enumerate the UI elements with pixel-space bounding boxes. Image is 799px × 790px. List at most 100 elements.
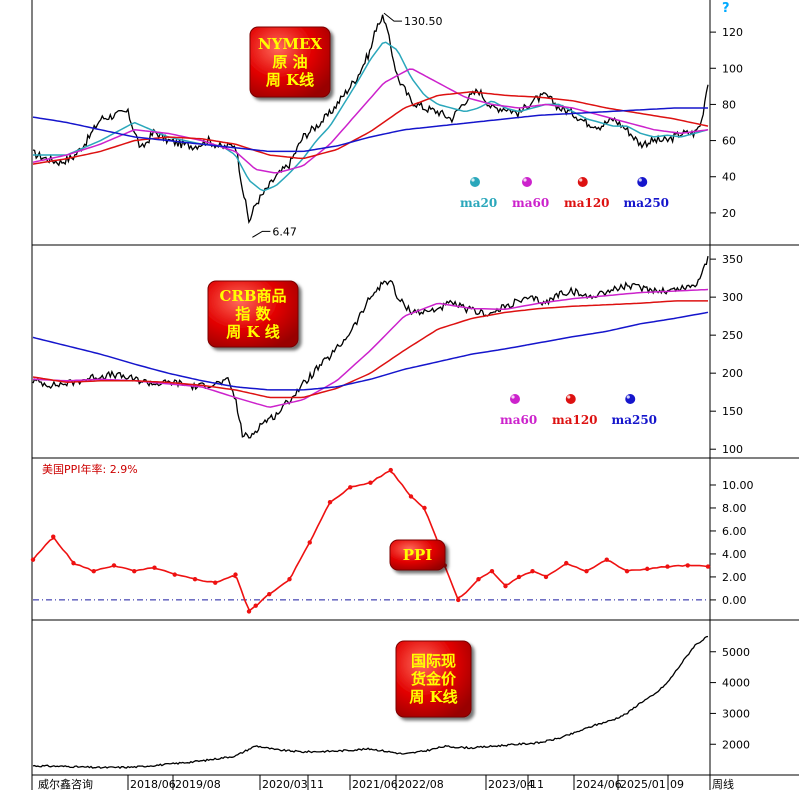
series-line-ma60 [32,288,709,408]
legend-marker-ma20 [470,177,480,187]
badge-ppi: PPI [389,539,446,571]
legend-marker-shine [579,178,583,182]
ppi-point [530,568,535,574]
series-line-ma60 [32,68,709,174]
ppi-point [132,568,137,574]
badge-line: 原 油 [272,53,307,71]
vendor-label: 威尔鑫咨询 [38,777,93,790]
x-tick-label: 周线 [712,777,734,790]
ppi-point [307,540,312,545]
panel-ppi: 0.00 2.00 4.00 6.00 8.00 10.00 美国PPI年率: 2.9% PP… [30,462,754,614]
question-mark-icon[interactable]: ? [722,1,730,16]
y-tick-label: 10.00 [722,479,754,492]
legend-marker-shine [511,395,515,399]
badge-line: 国际现 [411,652,456,670]
ppi-point [51,534,56,539]
ppi-point [665,564,670,569]
y-tick-label: 5000 [722,646,750,659]
badge-box [395,640,472,718]
legend-label-ma60: ma60 [500,413,537,427]
ppi-point [645,566,650,572]
ppi-point [71,560,76,566]
ppi-point [348,485,353,490]
y-tick-label: 6.00 [722,525,747,538]
y-tick-label: 100 [722,443,743,456]
annotation-label: 130.50 [404,15,443,28]
ppi-point [685,563,690,568]
ppi-point [422,505,427,511]
y-tick-label: 350 [722,253,743,266]
series-line-gold [32,635,709,769]
ppi-point [456,597,461,603]
x-tick-label: 2021/06 [352,778,398,790]
legend-label-ma20: ma20 [460,196,497,210]
y-tick-label: 100 [722,62,743,75]
legend-marker-ma250 [637,177,648,187]
x-tick-label: 2025/01 [620,778,666,790]
badge-line: NYMEX [258,35,322,53]
ppi-point [287,577,292,582]
y-tick-label: 200 [722,367,743,380]
y-tick-label: 2000 [722,738,750,751]
ppi-point [476,577,481,582]
legend-label-ma250: ma250 [612,413,658,427]
ppi-point [543,574,549,580]
ppi-point [246,609,252,614]
series-line-ppi [32,470,709,612]
panel-frames [31,0,799,790]
series-line-price [32,255,709,439]
ppi-point [604,557,609,562]
annotation-leader [252,230,271,238]
ppi-point [564,560,569,566]
y-tick-label: 4000 [722,677,750,690]
x-axis: 威尔鑫咨询 2018/06 2019/08 2020/03 11 2021/06 2022/… [38,775,734,790]
ppi-point [213,580,218,585]
legend-marker-shine [626,395,630,399]
y-tick-label: 80 [722,98,736,111]
y-tick-label: 4.00 [722,548,747,561]
ppi-point [368,480,373,485]
y-tick-label: 8.00 [722,502,747,515]
series-line-price [32,14,709,224]
badge-line: 指 数 [235,305,271,323]
y-tick-label: 300 [722,291,743,304]
ppi-point [111,563,117,568]
badge-line: PPI [403,546,433,564]
badge-line: 货金价 [411,670,457,688]
legend-label-ma60: ma60 [512,196,549,210]
ppi-point [503,583,508,589]
ppi-point [253,603,258,608]
legend-marker-ma120 [577,177,588,187]
ppi-point [30,557,36,562]
ppi-point [233,572,238,577]
series-line-ma120 [32,91,709,165]
x-tick-label: 11 [310,778,324,790]
y-tick-label: 40 [722,171,736,184]
ppi-point [327,500,333,505]
legend-marker-shine [638,178,642,182]
legend-marker-shine [567,395,571,399]
badge-line: 周 K线 [409,688,457,706]
legend-label-ma250: ma250 [624,196,670,210]
ppi-point [152,565,157,570]
ppi-point [705,564,711,569]
legend-marker-ma60 [522,177,532,187]
series-line-ma120 [32,300,708,399]
y-tick-label: 2.00 [722,571,747,584]
y-tick-label: 0.00 [722,594,747,607]
x-tick-label: 11 [530,778,544,790]
ppi-point [192,577,198,582]
legend-marker-shine [471,178,475,182]
y-tick-label: 60 [722,135,736,148]
badge-line: 周 K 线 [226,323,279,341]
x-tick-label: 2018/06 [130,778,176,790]
ppi-point [584,568,589,574]
legend-label-ma120: ma120 [564,196,610,210]
